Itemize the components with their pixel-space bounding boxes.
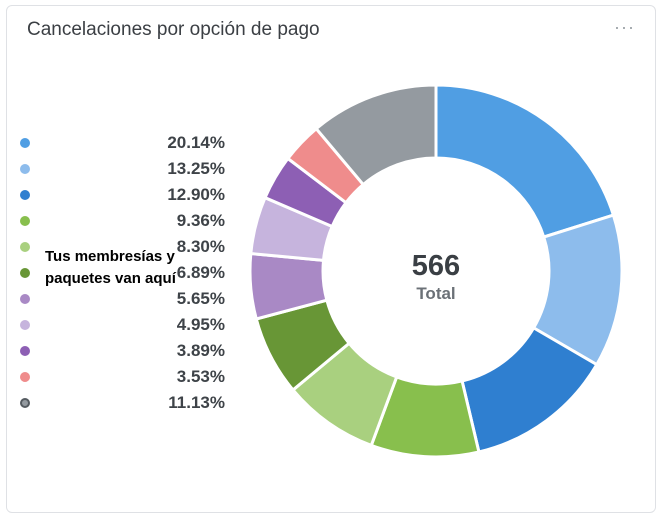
legend-percentage: 5.65%: [176, 289, 225, 308]
legend-color-dot: [20, 294, 30, 304]
legend-color-dot: [20, 372, 30, 382]
donut-chart: 566 Total: [248, 83, 624, 459]
legend-color-dot: [20, 346, 30, 356]
payment-options-note: Tus membresías y paquetes van aquí: [45, 248, 176, 287]
more-options-icon[interactable]: ···: [614, 17, 635, 37]
legend-item[interactable]: 8.30%: [7, 236, 247, 258]
card-title: Cancelaciones por opción de pago: [27, 19, 320, 40]
legend-item[interactable]: 13.25%: [7, 158, 247, 180]
legend-color-dot: [20, 190, 30, 200]
legend-item[interactable]: 20.14%: [7, 132, 247, 154]
chart-card: Cancelaciones por opción de pago ··· 20.…: [6, 5, 656, 513]
legend-color-dot: [20, 320, 30, 330]
legend-color-dot: [20, 216, 30, 226]
legend-item[interactable]: 3.89%: [7, 340, 247, 362]
legend-color-dot: [20, 268, 30, 278]
legend-percentage: 8.30%: [176, 237, 225, 256]
legend-item[interactable]: 5.65%: [7, 288, 247, 310]
legend-color-dot: [20, 398, 30, 408]
donut-slice[interactable]: [314, 83, 438, 187]
legend-color-dot: [20, 138, 30, 148]
donut-slice[interactable]: [434, 83, 616, 239]
legend-item[interactable]: 11.13%: [7, 392, 247, 414]
legend-item[interactable]: 4.95%: [7, 314, 247, 336]
legend-percentage: 6.89%: [176, 263, 225, 282]
legend-percentage: 12.90%: [167, 185, 225, 204]
legend-color-dot: [20, 242, 30, 252]
legend-item[interactable]: 12.90%: [7, 184, 247, 206]
legend-item[interactable]: 9.36%: [7, 210, 247, 232]
legend-percentage: 9.36%: [176, 211, 225, 230]
legend-percentage: 13.25%: [167, 159, 225, 178]
legend-percentage: 20.14%: [167, 133, 225, 152]
legend-item[interactable]: 3.53%: [7, 366, 247, 388]
legend-percentage: 3.53%: [176, 367, 225, 386]
total-value: 566: [412, 250, 460, 282]
legend: 20.14% 13.25% 12.90% 9.36% 8.30% 6.89% 5.65% 4.…: [7, 6, 247, 514]
legend-color-dot: [20, 164, 30, 174]
legend-percentage: 11.13%: [168, 393, 225, 412]
total-label: Total: [416, 284, 455, 303]
legend-percentage: 4.95%: [176, 315, 225, 334]
legend-percentage: 3.89%: [176, 341, 225, 360]
legend-item[interactable]: 6.89%: [7, 262, 247, 284]
